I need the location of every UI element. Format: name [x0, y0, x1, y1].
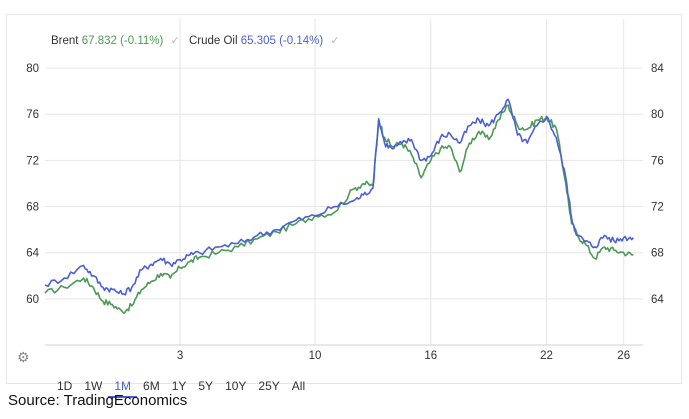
y-left-tick-label: 80 — [26, 63, 39, 75]
pin-icon[interactable]: ✓ — [170, 35, 180, 47]
x-tick-label: 10 — [309, 350, 322, 362]
x-tick-label: 26 — [617, 350, 630, 362]
line-chart: 60 64 68 72 76 80 64 68 72 76 80 84 3 10 16 22 26 — [26, 19, 664, 362]
range-button-1y[interactable]: 1Y — [171, 379, 187, 393]
source-caption: Source: TradingEconomics — [8, 392, 188, 409]
x-tick-label: 3 — [177, 350, 183, 362]
range-button-all[interactable]: All — [291, 379, 306, 393]
y-left-tick-label: 60 — [26, 294, 39, 306]
range-button-6m[interactable]: 6M — [143, 379, 160, 393]
y-right-tick-label: 76 — [651, 155, 664, 167]
range-button-25y[interactable]: 25Y — [258, 379, 280, 393]
series-line-crude-oil — [44, 98, 634, 296]
y-left-tick-label: 72 — [26, 155, 39, 167]
range-button-1w[interactable]: 1W — [84, 379, 103, 393]
y-right-tick-label: 64 — [651, 294, 664, 306]
y-right-tick-label: 84 — [651, 63, 664, 75]
pin-icon[interactable]: ✓ — [330, 35, 340, 47]
legend-crude-value: 65.305 (-0.14%) — [240, 35, 324, 47]
chart-panel: 60 64 68 72 76 80 64 68 72 76 80 84 3 10 16 22 26 Brent … — [6, 14, 682, 398]
y-right-tick-label: 72 — [651, 202, 664, 214]
range-button-1d[interactable]: 1D — [57, 379, 73, 393]
time-range-selector: 1D 1W 1M 6M 1Y 5Y 10Y 25Y All — [51, 377, 311, 398]
chart-legend: Brent 67.832 (-0.11%) ✓ Crude Oil 65.305… — [51, 34, 346, 47]
series-line-brent — [44, 104, 634, 314]
x-tick-label: 22 — [540, 350, 553, 362]
x-tick-label: 16 — [424, 350, 437, 362]
y-left-tick-label: 64 — [26, 248, 39, 260]
legend-brent-name: Brent — [51, 35, 79, 47]
y-right-tick-label: 68 — [651, 248, 664, 260]
y-right-tick-label: 80 — [651, 109, 664, 121]
range-button-10y[interactable]: 10Y — [225, 379, 247, 393]
range-button-1m[interactable]: 1M — [108, 377, 138, 398]
legend-brent-value: 67.832 (-0.11%) — [81, 35, 164, 47]
settings-gear-icon[interactable]: ⚙ — [17, 349, 30, 365]
y-left-tick-label: 68 — [26, 202, 39, 214]
y-left-tick-label: 76 — [26, 109, 39, 121]
range-button-5y[interactable]: 5Y — [198, 379, 214, 393]
legend-crude-name: Crude Oil — [188, 35, 238, 47]
